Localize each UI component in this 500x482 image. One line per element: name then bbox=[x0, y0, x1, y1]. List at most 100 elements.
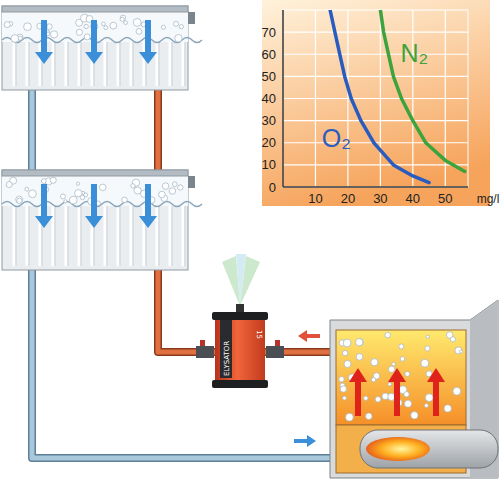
bubble bbox=[425, 394, 433, 402]
bubble bbox=[50, 177, 56, 183]
bubble bbox=[102, 22, 106, 26]
radiator-rib bbox=[117, 206, 120, 266]
bubble bbox=[173, 21, 178, 26]
water-surface bbox=[2, 202, 202, 207]
bubble bbox=[18, 36, 22, 40]
bubble bbox=[134, 187, 141, 194]
heat-arrow-head bbox=[349, 368, 367, 382]
return-direction-head bbox=[307, 435, 316, 447]
flow-pipe bbox=[156, 88, 161, 170]
bubble bbox=[339, 377, 344, 382]
valve bbox=[266, 346, 284, 358]
radiator-rib-shade bbox=[133, 42, 134, 86]
radiator-rib-shade bbox=[68, 42, 69, 86]
series-label: N₂ bbox=[400, 39, 428, 67]
radiator-rib bbox=[117, 42, 120, 86]
bubble bbox=[455, 347, 462, 354]
radiator-rib-shade bbox=[55, 42, 56, 86]
radiator-rib bbox=[13, 42, 16, 86]
radiator-rib bbox=[104, 42, 107, 86]
grid-line bbox=[412, 10, 413, 187]
y-tick-label: 20 bbox=[262, 135, 276, 150]
bubble bbox=[60, 194, 65, 199]
bubble bbox=[371, 359, 378, 366]
bubble bbox=[29, 190, 37, 198]
x-tick-label: 50 bbox=[438, 191, 452, 206]
return-pipe-outline bbox=[28, 88, 36, 170]
bubble bbox=[375, 397, 381, 403]
grid-line bbox=[283, 76, 468, 77]
bubble bbox=[343, 339, 351, 347]
bubble bbox=[405, 371, 410, 376]
radiator-rib bbox=[26, 42, 29, 86]
bubble bbox=[425, 346, 430, 351]
boiler bbox=[330, 300, 498, 478]
flow-arrow-shaft bbox=[91, 20, 97, 54]
return-direction-shaft bbox=[294, 439, 308, 443]
return-pipe-outline bbox=[32, 268, 332, 458]
series-line bbox=[380, 10, 464, 172]
bubble bbox=[357, 339, 364, 346]
radiator-rib bbox=[182, 42, 185, 86]
bubble bbox=[366, 413, 373, 420]
grid-line bbox=[347, 10, 348, 187]
device-label: ELYSATOR bbox=[223, 341, 231, 376]
bubble bbox=[41, 179, 46, 184]
radiator-rib bbox=[169, 42, 172, 86]
radiator bbox=[2, 6, 202, 90]
plot-frame bbox=[283, 10, 468, 187]
radiator-rib-shade bbox=[172, 42, 173, 86]
radiator-rib bbox=[52, 42, 55, 86]
y-tick-label: 0 bbox=[269, 180, 276, 195]
bubble bbox=[161, 25, 165, 29]
bubble bbox=[84, 24, 88, 28]
x-tick-label: 20 bbox=[341, 191, 355, 206]
bubble bbox=[421, 359, 429, 367]
flow-pipe-outline bbox=[154, 88, 162, 170]
bubble bbox=[371, 378, 375, 382]
bubble bbox=[17, 198, 22, 203]
air-vent bbox=[188, 12, 195, 24]
radiator-rib bbox=[130, 206, 133, 266]
page: ELYSATOR150102030405060701020304050mg/lO… bbox=[0, 0, 500, 482]
bubble bbox=[460, 350, 463, 353]
radiator-rib-shade bbox=[107, 206, 108, 266]
radiator-rib-shade bbox=[29, 42, 30, 86]
grid-line bbox=[380, 10, 381, 187]
flow-arrow-head bbox=[35, 216, 53, 228]
label-band bbox=[220, 320, 232, 378]
bubble bbox=[16, 196, 23, 203]
bubble bbox=[100, 184, 107, 191]
bubble bbox=[175, 35, 182, 42]
chart-background bbox=[262, 0, 490, 206]
y-tick-label: 10 bbox=[262, 157, 276, 172]
radiator-rib-shade bbox=[107, 42, 108, 86]
radiator-rib bbox=[13, 206, 16, 266]
radiator-rib-shade bbox=[16, 206, 17, 266]
radiator-rib-shade bbox=[159, 42, 160, 86]
bubble bbox=[399, 344, 404, 349]
radiator-rib-shade bbox=[120, 42, 121, 86]
radiator-rib-shade bbox=[159, 206, 160, 266]
bubble bbox=[131, 184, 135, 188]
y-tick-label: 40 bbox=[262, 91, 276, 106]
flow-arrow-head bbox=[85, 52, 103, 64]
bubble bbox=[120, 15, 125, 20]
y-axis bbox=[282, 10, 284, 187]
bubble bbox=[356, 339, 363, 346]
flow-arrow-shaft bbox=[41, 184, 47, 218]
bubble bbox=[75, 190, 82, 197]
radiator-rib-shade bbox=[16, 42, 17, 86]
radiator-rib bbox=[104, 206, 107, 266]
radiator-rib bbox=[130, 42, 133, 86]
grid-line bbox=[315, 10, 316, 187]
bubble bbox=[178, 185, 183, 190]
radiator-rib bbox=[156, 42, 159, 86]
radiator-rib bbox=[52, 206, 55, 266]
bubble bbox=[110, 22, 117, 29]
y-tick-label: 60 bbox=[262, 47, 276, 62]
bubble bbox=[343, 396, 347, 400]
bubble bbox=[120, 17, 124, 21]
bubble bbox=[11, 35, 19, 43]
series-lines bbox=[330, 10, 465, 183]
